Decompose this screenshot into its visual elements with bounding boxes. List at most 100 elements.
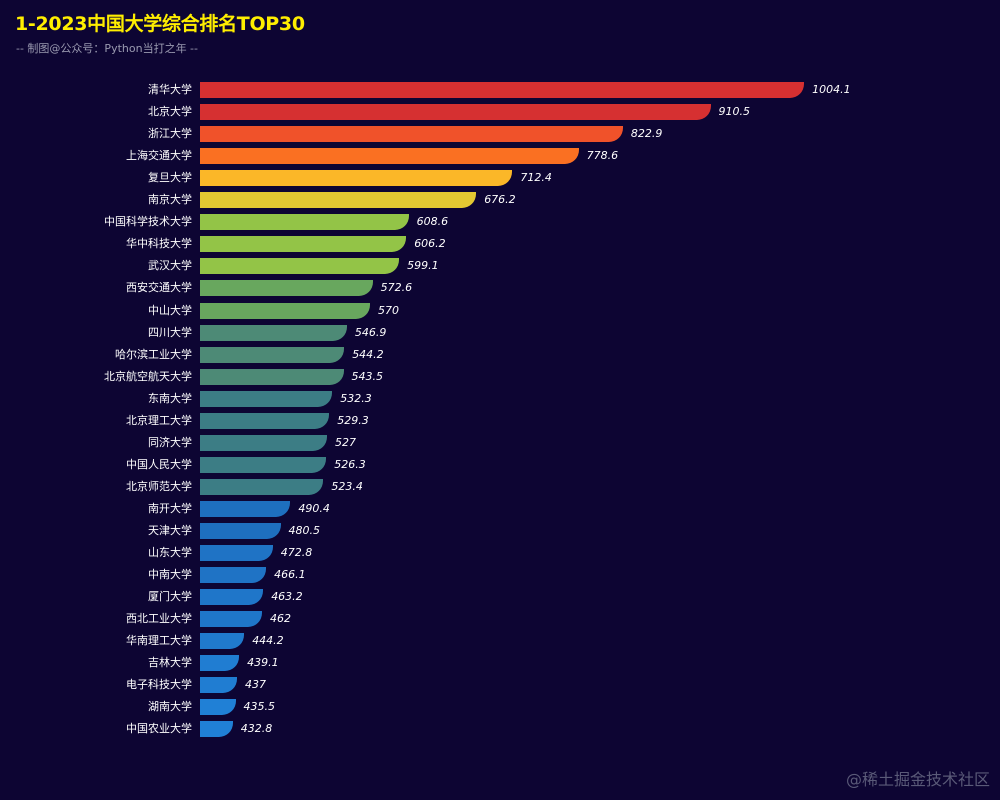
bar[interactable] (200, 126, 623, 143)
bar[interactable] (200, 324, 347, 341)
bar[interactable] (200, 523, 281, 539)
value-label: 778.6 (586, 149, 619, 163)
bar-row: 西安交通大学 572.6 (0, 280, 1000, 297)
category-label: 北京理工大学 (126, 413, 192, 427)
bar-row: 吉林大学 439.1 (0, 655, 1000, 672)
value-label: 472.8 (280, 546, 313, 560)
category-label: 华南理工大学 (126, 634, 192, 648)
bar[interactable] (200, 456, 327, 473)
bar[interactable] (200, 567, 267, 584)
bar-row: 清华大学 1004.1 (0, 82, 1000, 98)
value-label: 432.8 (240, 722, 273, 736)
chart-title: 1-2023中国大学综合排名TOP30 (15, 13, 305, 35)
category-label: 西安交通大学 (126, 281, 192, 295)
value-label: 439.1 (247, 656, 279, 670)
value-label: 466.1 (274, 568, 306, 582)
bar-row: 南京大学 676.2 (0, 192, 1000, 209)
bar[interactable] (200, 346, 345, 363)
category-label: 中国科学技术大学 (104, 215, 192, 229)
bar-row: 复旦大学 712.4 (0, 170, 1000, 187)
bar[interactable] (200, 280, 373, 297)
bar[interactable] (200, 545, 273, 562)
category-label: 同济大学 (148, 435, 192, 449)
category-label: 华中科技大学 (126, 237, 192, 251)
bar-row: 厦门大学 463.2 (0, 589, 1000, 606)
bar[interactable] (200, 478, 324, 495)
value-label: 599.1 (407, 259, 439, 273)
bar-row: 北京理工大学 529.3 (0, 412, 1000, 429)
bar[interactable] (200, 412, 330, 429)
category-label: 厦门大学 (148, 590, 192, 604)
bar-row: 同济大学 527 (0, 434, 1000, 451)
bar[interactable] (200, 82, 805, 98)
value-label: 606.2 (414, 237, 446, 251)
watermark: @稀土掘金技术社区 (845, 770, 990, 789)
category-label: 武汉大学 (148, 259, 192, 273)
category-label: 复旦大学 (148, 171, 192, 185)
value-label: 463.2 (271, 590, 303, 604)
category-label: 浙江大学 (148, 127, 192, 141)
category-label: 东南大学 (148, 391, 192, 405)
value-label: 526.3 (334, 457, 366, 471)
bar-row: 中山大学 570 (0, 302, 1000, 319)
bar[interactable] (200, 677, 237, 694)
bar-row: 华中科技大学 606.2 (0, 236, 1000, 253)
bar[interactable] (200, 170, 513, 187)
value-label: 444.2 (252, 634, 284, 648)
category-label: 中山大学 (148, 303, 192, 317)
value-label: 532.3 (340, 391, 372, 405)
bar[interactable] (200, 390, 333, 407)
bar[interactable] (200, 214, 409, 231)
bar[interactable] (200, 721, 233, 738)
bar[interactable] (200, 589, 264, 606)
bar-row: 西北工业大学 462 (0, 611, 1000, 628)
value-label: 546.9 (354, 325, 387, 339)
bar-row: 北京师范大学 523.4 (0, 478, 1000, 495)
value-label: 527 (335, 435, 356, 449)
value-label: 822.9 (630, 127, 663, 141)
bar[interactable] (200, 434, 327, 451)
bar-row: 武汉大学 599.1 (0, 258, 1000, 275)
bar-row: 北京大学 910.5 (0, 104, 1000, 121)
bar[interactable] (200, 611, 262, 628)
value-label: 435.5 (243, 700, 276, 714)
category-label: 吉林大学 (148, 656, 192, 670)
bar-row: 华南理工大学 444.2 (0, 633, 1000, 650)
bar[interactable] (200, 192, 477, 209)
category-label: 湖南大学 (148, 700, 192, 714)
bar[interactable] (200, 148, 579, 165)
bar[interactable] (200, 236, 407, 253)
value-label: 543.5 (351, 369, 384, 383)
category-label: 上海交通大学 (126, 149, 192, 163)
bar-row: 四川大学 546.9 (0, 324, 1000, 341)
bar-row: 东南大学 532.3 (0, 390, 1000, 407)
bar-row: 中南大学 466.1 (0, 567, 1000, 584)
bar[interactable] (200, 633, 245, 650)
category-label: 哈尔滨工业大学 (115, 347, 192, 361)
value-label: 480.5 (288, 524, 321, 537)
value-label: 570 (378, 303, 399, 317)
category-label: 天津大学 (148, 524, 192, 537)
value-label: 462 (270, 612, 291, 626)
bar[interactable] (200, 258, 400, 275)
bar[interactable] (200, 302, 370, 319)
bar-row: 湖南大学 435.5 (0, 699, 1000, 716)
bar-row: 上海交通大学 778.6 (0, 148, 1000, 165)
bar-row: 南开大学 490.4 (0, 500, 1000, 517)
bar[interactable] (200, 699, 236, 716)
bar[interactable] (200, 368, 344, 385)
category-label: 北京大学 (148, 105, 192, 119)
bar[interactable] (200, 104, 711, 121)
value-label: 544.2 (352, 347, 384, 361)
category-label: 中南大学 (148, 568, 192, 582)
category-label: 南京大学 (148, 193, 192, 207)
category-label: 山东大学 (148, 546, 192, 560)
value-label: 712.4 (520, 171, 552, 185)
bar[interactable] (200, 655, 240, 672)
bar[interactable] (200, 500, 291, 517)
bar-row: 浙江大学 822.9 (0, 126, 1000, 143)
bar-row: 山东大学 472.8 (0, 545, 1000, 562)
bar-row: 中国农业大学 432.8 (0, 721, 1000, 738)
category-label: 北京师范大学 (126, 479, 192, 493)
bar-row: 中国人民大学 526.3 (0, 456, 1000, 473)
